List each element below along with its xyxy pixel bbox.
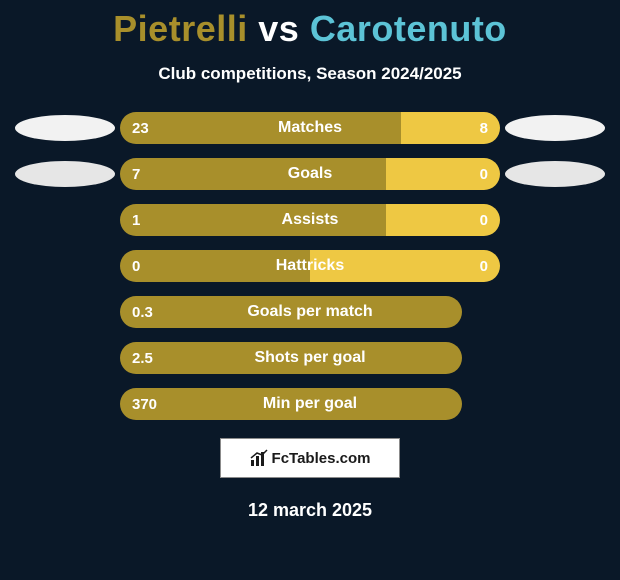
stat-row: 238Matches <box>0 112 620 144</box>
stat-left-value: 2.5 <box>120 342 462 374</box>
page-title: Pietrelli vs Carotenuto <box>0 0 620 50</box>
team-badge-right <box>505 161 605 187</box>
stat-right-value: 0 <box>310 250 500 282</box>
logo-text: FcTables.com <box>272 450 371 467</box>
stat-row: 0.3Goals per match <box>0 296 620 328</box>
team-badge-right <box>505 115 605 141</box>
stat-left-value: 23 <box>120 112 401 144</box>
team-badge-left <box>15 115 115 141</box>
stat-bar: 00Hattricks <box>120 250 500 282</box>
left-badge-slot <box>10 161 120 187</box>
stat-bar: 10Assists <box>120 204 500 236</box>
team-badge-left <box>15 161 115 187</box>
stat-bar: 370Min per goal <box>120 388 500 420</box>
subtitle: Club competitions, Season 2024/2025 <box>0 64 620 84</box>
stat-left-value: 1 <box>120 204 386 236</box>
stat-right-value: 8 <box>401 112 500 144</box>
player2-name: Carotenuto <box>310 8 507 49</box>
stat-left-value: 0 <box>120 250 310 282</box>
stat-bar: 2.5Shots per goal <box>120 342 500 374</box>
player1-name: Pietrelli <box>113 8 248 49</box>
stat-row: 10Assists <box>0 204 620 236</box>
stat-right-value: 0 <box>386 204 500 236</box>
right-badge-slot <box>500 115 610 141</box>
stat-row: 00Hattricks <box>0 250 620 282</box>
left-badge-slot <box>10 115 120 141</box>
stat-row: 70Goals <box>0 158 620 190</box>
stat-bar: 70Goals <box>120 158 500 190</box>
stat-row: 2.5Shots per goal <box>0 342 620 374</box>
stat-bar: 238Matches <box>120 112 500 144</box>
stats-container: 238Matches 70Goals 10Assists 00Hattricks 0.3… <box>0 112 620 420</box>
stat-bar: 0.3Goals per match <box>120 296 500 328</box>
stat-right-value: 0 <box>386 158 500 190</box>
fctables-logo[interactable]: FcTables.com <box>220 438 400 478</box>
chart-icon <box>250 449 268 467</box>
vs-text: vs <box>258 8 299 49</box>
right-badge-slot <box>500 161 610 187</box>
stat-left-value: 0.3 <box>120 296 462 328</box>
stat-row: 370Min per goal <box>0 388 620 420</box>
date-text: 12 march 2025 <box>0 500 620 521</box>
stat-left-value: 370 <box>120 388 462 420</box>
stat-left-value: 7 <box>120 158 386 190</box>
